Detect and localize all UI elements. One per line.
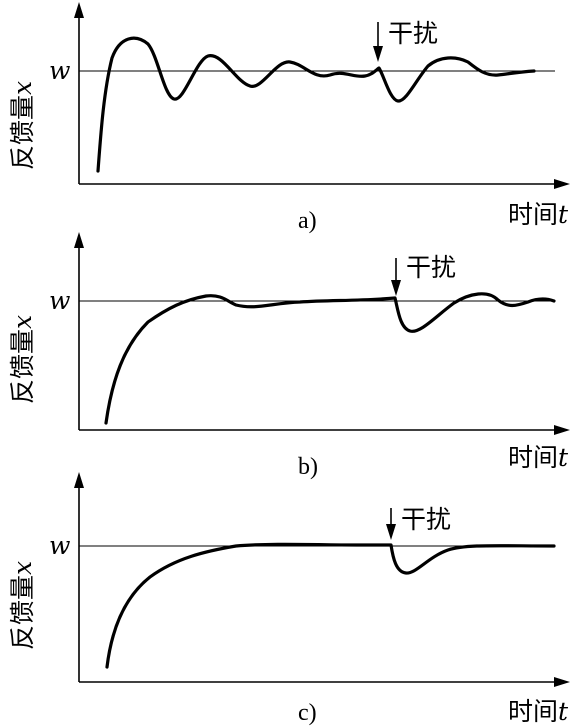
setpoint-label-c: w bbox=[49, 531, 70, 560]
setpoint-label-a: w bbox=[49, 56, 70, 85]
y-label-b: 反馈量x bbox=[8, 315, 37, 404]
x-label-a: 时间t bbox=[508, 200, 569, 229]
y-label-a: 反馈量x bbox=[8, 81, 37, 170]
disturbance-label-c: 干扰 bbox=[401, 505, 451, 534]
y-label-c: 反馈量x bbox=[8, 561, 37, 650]
response-curve-a bbox=[96, 36, 536, 173]
setpoint-label-b: w bbox=[49, 286, 70, 315]
x-axis-arrow-a bbox=[554, 179, 570, 189]
caption-a: a) bbox=[298, 208, 317, 234]
x-label-b: 时间t bbox=[508, 443, 569, 472]
disturbance-arrowhead-b bbox=[391, 280, 401, 296]
response-curve-c bbox=[105, 542, 556, 669]
y-axis-arrow-b bbox=[74, 232, 84, 248]
disturbance-arrowhead-c bbox=[386, 524, 396, 540]
y-axis-arrow-a bbox=[74, 2, 84, 18]
disturbance-label-b: 干扰 bbox=[406, 253, 456, 282]
y-axis-arrow-c bbox=[74, 472, 84, 488]
disturbance-arrowhead-a bbox=[373, 46, 383, 62]
panel-c: w 干扰 反馈量x 时间t c) bbox=[8, 472, 570, 726]
caption-b: b) bbox=[298, 454, 318, 480]
x-axis-arrow-b bbox=[554, 425, 570, 435]
panel-a: w 干扰 反馈量x 时间t a) bbox=[8, 2, 570, 234]
caption-c: c) bbox=[298, 700, 317, 726]
panel-b: w 干扰 反馈量x 时间t b) bbox=[8, 232, 570, 480]
x-label-c: 时间t bbox=[508, 697, 569, 726]
response-curve-b bbox=[104, 292, 556, 425]
x-axis-arrow-c bbox=[554, 677, 570, 687]
disturbance-label-a: 干扰 bbox=[388, 19, 438, 48]
